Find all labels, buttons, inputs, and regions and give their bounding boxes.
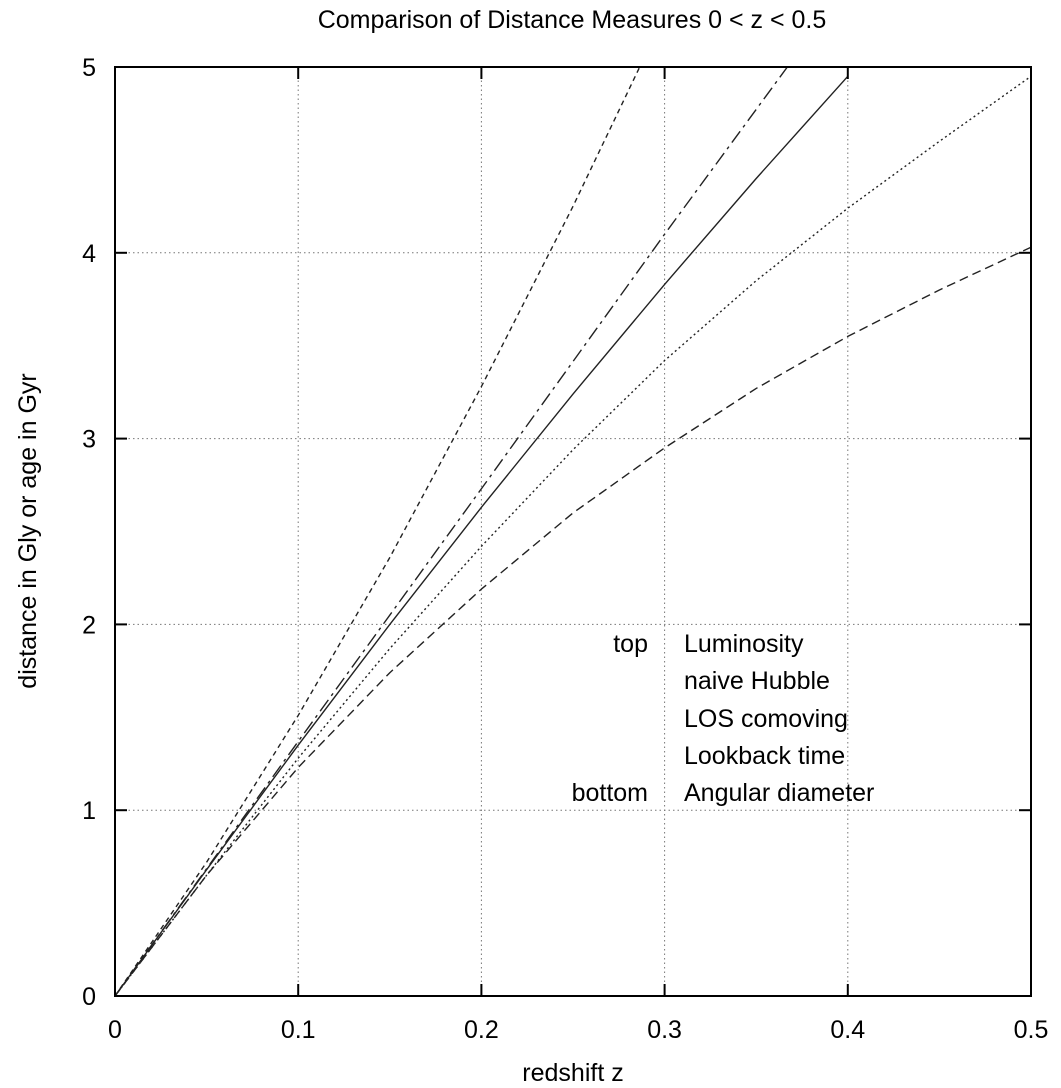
y-tick-label: 5 — [82, 54, 96, 82]
legend-entry-4: Angular diameter — [684, 779, 874, 807]
y-axis-label: distance in Gly or age in Gyr — [14, 373, 42, 688]
legend-top-label: top — [613, 630, 648, 658]
tick-labels: 0 0.1 0.2 0.3 0.4 0.5 0 1 2 3 4 5 — [82, 54, 1048, 1044]
series-line-2 — [115, 75, 849, 996]
chart-title: Comparison of Distance Measures 0 < z < … — [318, 6, 827, 34]
grid — [115, 67, 1031, 996]
y-tick-label: 0 — [82, 983, 96, 1011]
series-line-1 — [115, 67, 788, 996]
x-tick-label: 0.3 — [647, 1016, 682, 1044]
series-line-3 — [115, 75, 1031, 996]
y-tick-label: 1 — [82, 797, 96, 825]
ticks — [114, 66, 1032, 997]
x-tick-label: 0 — [108, 1016, 122, 1044]
x-tick-label: 0.5 — [1014, 1016, 1049, 1044]
legend-entry-3: Lookback time — [684, 742, 845, 770]
x-tick-label: 0.1 — [281, 1016, 316, 1044]
legend-entry-0: Luminosity — [684, 630, 804, 658]
series-line-4 — [115, 246, 1031, 996]
legend-entry-2: LOS comoving — [684, 705, 848, 733]
legend-entry-1: naive Hubble — [684, 667, 830, 695]
plot-frame — [114, 66, 1032, 997]
series-line-0 — [115, 67, 641, 996]
y-tick-label: 4 — [82, 240, 96, 268]
legend: top bottom Luminosity naive Hubble LOS c… — [572, 630, 875, 807]
y-tick-label: 2 — [82, 611, 96, 639]
y-tick-label: 3 — [82, 426, 96, 454]
legend-bottom-label: bottom — [572, 779, 648, 807]
x-axis-label: redshift z — [522, 1059, 623, 1087]
series-group — [115, 67, 1031, 996]
x-tick-label: 0.4 — [830, 1016, 865, 1044]
x-tick-label: 0.2 — [464, 1016, 499, 1044]
